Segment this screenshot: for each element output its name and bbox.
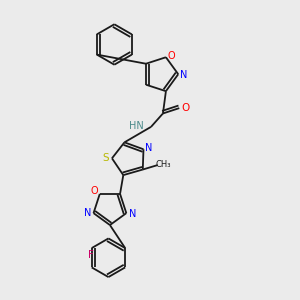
Text: N: N [129,209,136,219]
Text: N: N [84,208,91,218]
Text: O: O [167,51,175,61]
Text: N: N [145,143,152,153]
Text: O: O [90,187,98,196]
Text: N: N [180,70,187,80]
Text: CH₃: CH₃ [155,160,171,169]
Text: S: S [102,153,109,163]
Text: F: F [88,250,94,260]
Text: HN: HN [129,121,144,130]
Text: O: O [181,103,189,112]
